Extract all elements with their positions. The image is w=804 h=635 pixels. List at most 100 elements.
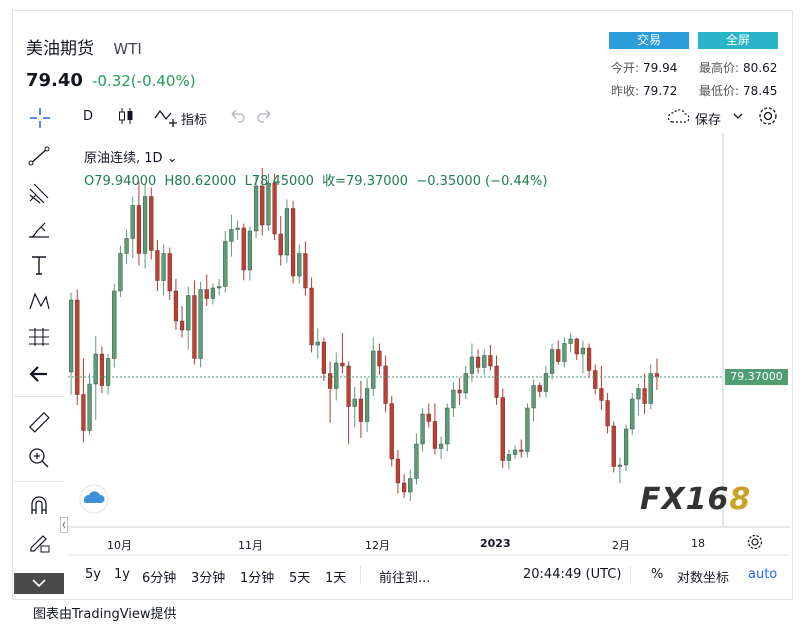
candle-body: [167, 253, 172, 292]
candle-body: [235, 227, 240, 230]
candle-body: [636, 388, 641, 400]
save-button[interactable]: 保存: [695, 113, 722, 128]
indicators-icon[interactable]: [153, 106, 179, 128]
candle-body: [340, 362, 345, 367]
stat-open-label: 今开:: [611, 61, 640, 75]
candle-body: [593, 370, 598, 389]
candle-body: [210, 287, 216, 299]
range-1y-button[interactable]: 1y: [114, 567, 130, 582]
goto-date-button[interactable]: 前往到...: [379, 571, 431, 586]
redo-icon[interactable]: [256, 108, 274, 124]
candle-body: [327, 373, 333, 389]
candle-body: [648, 373, 653, 404]
candles-icon[interactable]: [116, 106, 136, 126]
range-6min-button[interactable]: 6分钟: [142, 571, 177, 586]
cloud-save-icon[interactable]: [665, 107, 691, 125]
stat-prev-close: 昨收: 79.72: [611, 82, 677, 99]
candle-body: [457, 389, 462, 394]
candle-body: [494, 365, 499, 398]
hide-toolbar-handle-icon[interactable]: [60, 517, 68, 533]
chevron-down-icon[interactable]: [732, 111, 744, 121]
bottom-divider: [630, 566, 631, 584]
tradingview-credit[interactable]: 图表由TradingView提供: [33, 607, 177, 622]
candle-body: [556, 349, 561, 362]
percent-toggle[interactable]: %: [651, 567, 664, 582]
candle-body: [389, 403, 394, 460]
tradingview-badge-icon[interactable]: [79, 484, 109, 514]
lock-pencil-icon[interactable]: [27, 530, 51, 554]
candle-body: [284, 208, 290, 256]
symbol-name: 美油期货: [26, 39, 94, 59]
trend-line-icon[interactable]: [27, 144, 51, 168]
fx168-logo-accent: 8: [729, 482, 752, 517]
fx168-logo: FX168: [640, 482, 751, 517]
collapse-toolbar-button[interactable]: [14, 573, 64, 594]
settings-gear-icon[interactable]: [757, 105, 779, 127]
ohlc-readout: O79.94000 H80.62000 L78.45000 收=79.37000…: [84, 174, 548, 189]
stat-prev-label: 昨收:: [611, 84, 640, 98]
candle-body: [278, 233, 283, 256]
candle-body: [377, 350, 382, 367]
fx168-logo-text: FX16: [640, 482, 730, 517]
stat-low: 最低价: 78.45: [699, 82, 777, 99]
candle-body: [223, 241, 228, 287]
trade-button[interactable]: 交易: [609, 32, 689, 49]
candle-body: [568, 338, 573, 344]
candle-body: [297, 253, 302, 277]
text-tool-icon[interactable]: [27, 253, 51, 277]
candle-body: [475, 356, 481, 368]
candle-body: [87, 383, 92, 431]
indicators-button[interactable]: 指标: [181, 113, 208, 128]
candle-body: [580, 347, 586, 355]
candle-body: [500, 397, 505, 461]
zoom-in-icon[interactable]: [27, 446, 51, 470]
candle-body: [617, 464, 623, 467]
candle-body: [586, 347, 592, 371]
series-legend-title[interactable]: 原油连续, 1D ⌄: [84, 147, 178, 166]
ruler-icon[interactable]: [27, 410, 51, 434]
fullscreen-button[interactable]: 全屏: [698, 32, 778, 49]
candle-body: [118, 253, 123, 292]
candle-body: [438, 443, 444, 449]
x-tick-label: 10月: [107, 539, 132, 552]
candles-layer: [68, 168, 660, 501]
last-price: 79.40: [26, 70, 83, 91]
brush-icon[interactable]: [27, 217, 51, 241]
range-3min-button[interactable]: 3分钟: [191, 571, 226, 586]
candle-body: [642, 388, 647, 404]
interval-button[interactable]: D: [83, 109, 94, 124]
range-1min-button[interactable]: 1分钟: [240, 571, 275, 586]
range-5d-button[interactable]: 5天: [289, 571, 311, 586]
candle-body: [321, 341, 327, 374]
candle-body: [161, 253, 166, 281]
pattern-icon[interactable]: [27, 289, 51, 313]
range-1d-button[interactable]: 1天: [325, 571, 347, 586]
candle-body: [149, 196, 154, 251]
range-5y-button[interactable]: 5y: [85, 567, 101, 582]
candle-body: [358, 398, 364, 422]
pitchfork-icon[interactable]: [27, 181, 51, 205]
candle-body: [525, 407, 530, 452]
candle-body: [303, 253, 308, 289]
back-arrow-icon[interactable]: [27, 362, 51, 386]
magnet-icon[interactable]: [27, 494, 51, 518]
bottom-divider: [360, 566, 361, 584]
stat-prev-value: 79.72: [643, 84, 678, 98]
undo-icon[interactable]: [228, 108, 246, 124]
last-price-tag: 79.37000: [725, 368, 788, 385]
auto-scale-toggle[interactable]: auto: [748, 567, 778, 582]
axis-settings-gear-icon[interactable]: [746, 533, 764, 551]
utc-clock[interactable]: 20:44:49 (UTC): [523, 567, 622, 582]
candle-body: [426, 413, 431, 422]
candle-body: [99, 353, 105, 386]
log-scale-toggle[interactable]: 对数坐标: [677, 571, 730, 586]
candle-body: [364, 388, 370, 422]
chart-widget-frame: [12, 10, 793, 600]
prediction-tool-icon[interactable]: [27, 325, 51, 349]
crosshair-icon[interactable]: [28, 106, 52, 130]
candle-body: [229, 229, 234, 242]
candle-body: [383, 365, 388, 404]
x-tick-label: 2023: [480, 537, 511, 550]
candle-body: [432, 421, 438, 449]
